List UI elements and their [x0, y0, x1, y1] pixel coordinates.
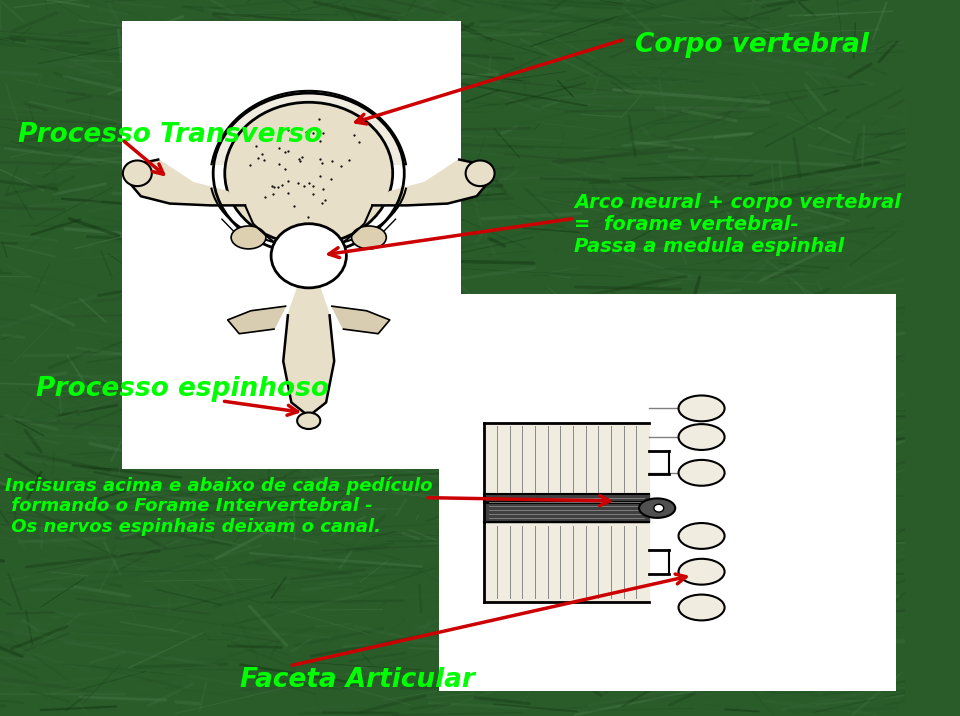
- Polygon shape: [372, 160, 489, 205]
- Ellipse shape: [225, 102, 393, 244]
- Circle shape: [654, 504, 663, 512]
- Polygon shape: [485, 494, 649, 522]
- Ellipse shape: [271, 223, 347, 288]
- Ellipse shape: [123, 160, 152, 186]
- Text: Arco neural + corpo vertebral
=  forame vertebral-
Passa a medula espinhal: Arco neural + corpo vertebral = forame v…: [574, 193, 901, 256]
- Ellipse shape: [679, 395, 725, 421]
- Text: Corpo vertebral: Corpo vertebral: [635, 32, 869, 58]
- Ellipse shape: [298, 412, 321, 429]
- Bar: [439, 294, 896, 691]
- Ellipse shape: [351, 226, 386, 249]
- Polygon shape: [283, 256, 334, 416]
- Ellipse shape: [639, 498, 675, 518]
- Polygon shape: [130, 160, 245, 205]
- Text: Processo espinhoso: Processo espinhoso: [36, 376, 329, 402]
- Ellipse shape: [679, 558, 725, 585]
- Ellipse shape: [466, 160, 494, 186]
- Ellipse shape: [679, 523, 725, 549]
- Polygon shape: [211, 91, 406, 164]
- Polygon shape: [485, 522, 649, 601]
- Polygon shape: [228, 306, 285, 334]
- Text: Faceta Articular: Faceta Articular: [240, 667, 474, 693]
- Text: Processo Transverso: Processo Transverso: [18, 122, 323, 147]
- Ellipse shape: [679, 424, 725, 450]
- Ellipse shape: [679, 594, 725, 620]
- Ellipse shape: [231, 226, 266, 249]
- Polygon shape: [485, 422, 649, 502]
- Bar: [122, 21, 462, 469]
- Text: Incisuras acima e abaixo de cada pedículo
 formando o Forame Intervertebral -
 O: Incisuras acima e abaixo de cada pedícul…: [5, 476, 432, 536]
- Polygon shape: [332, 306, 390, 334]
- Ellipse shape: [679, 460, 725, 485]
